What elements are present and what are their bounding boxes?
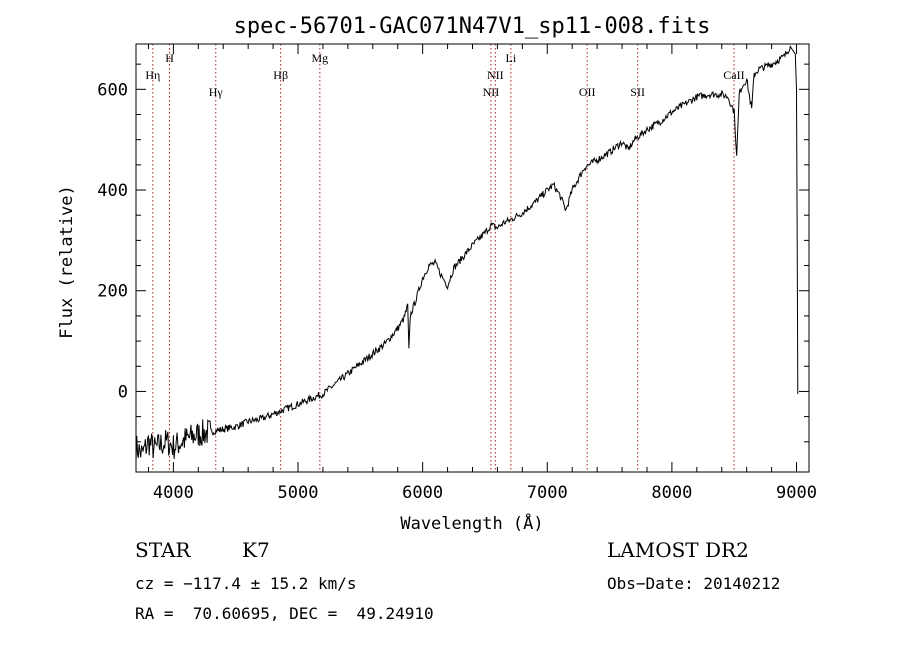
- y-tick-label-1: 200: [97, 282, 128, 302]
- survey-name: LAMOST DR2: [607, 538, 749, 562]
- object-subclass: K7: [242, 538, 270, 562]
- plot-frame: [135, 43, 810, 473]
- spectrum-line: [135, 45, 799, 461]
- line-marker-label-2: Hγ: [209, 85, 224, 99]
- axis-ticks: 4000 5000 6000 7000 8000 9000 0 200 400 600: [97, 44, 817, 503]
- object-class: STAR: [135, 538, 191, 562]
- coordinates: RA = 70.60695, DEC = 49.24910: [135, 604, 434, 623]
- y-axis-label: Flux (relative): [57, 185, 77, 339]
- line-marker-label-8: OII: [579, 85, 596, 99]
- line-marker-label-10: CaII: [723, 68, 744, 82]
- x-tick-label-3: 7000: [527, 483, 568, 503]
- x-tick-label-0: 4000: [153, 483, 194, 503]
- line-marker-label-9: SII: [630, 85, 645, 99]
- line-marker-label-5: NII: [483, 85, 500, 99]
- chart-title: spec-56701-GAC071N47V1_sp11-008.fits: [234, 14, 711, 39]
- redshift-velocity: cz = −117.4 ± 15.2 km/s: [135, 574, 357, 593]
- x-tick-label-2: 6000: [402, 483, 443, 503]
- line-marker-label-0: Hη: [145, 68, 160, 82]
- y-tick-label-2: 400: [97, 181, 128, 201]
- x-tick-label-1: 5000: [278, 483, 319, 503]
- observation-date: Obs−Date: 20140212: [607, 574, 781, 593]
- y-tick-label-3: 600: [97, 80, 128, 100]
- line-marker-label-4: Mg: [311, 51, 328, 65]
- spectrum-series: [135, 45, 799, 461]
- line-marker-label-1: H: [165, 51, 174, 65]
- x-axis-label: Wavelength (Å): [400, 512, 543, 534]
- line-marker-label-7: Li: [506, 51, 517, 65]
- line-marker-label-3: Hβ: [273, 68, 288, 82]
- line-marker-label-6: NII: [487, 68, 504, 82]
- y-tick-label-0: 0: [118, 382, 128, 402]
- x-tick-label-4: 8000: [651, 483, 692, 503]
- x-tick-label-5: 9000: [776, 483, 817, 503]
